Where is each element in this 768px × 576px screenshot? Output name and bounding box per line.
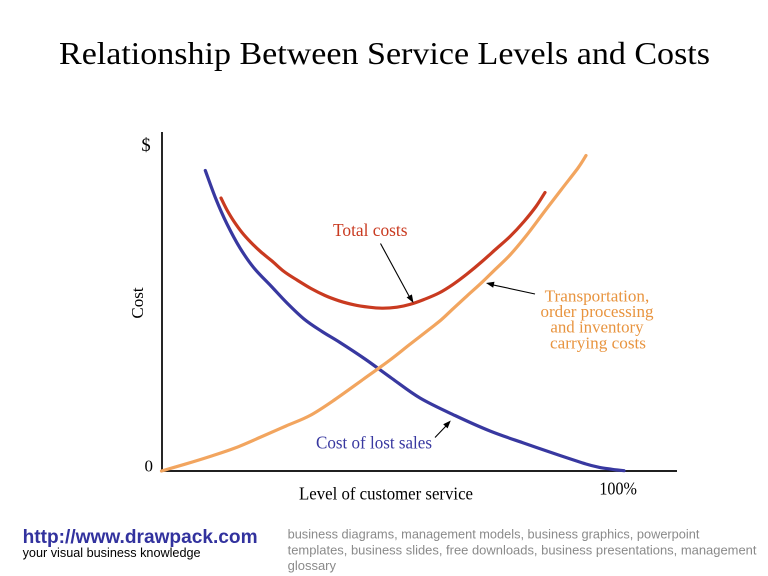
svg-text:your visual business knowledge: your visual business knowledge — [23, 545, 201, 560]
svg-text:Total costs: Total costs — [333, 220, 408, 240]
svg-text:0: 0 — [145, 457, 154, 476]
svg-text:order processing: order processing — [541, 302, 654, 321]
svg-text:$: $ — [141, 136, 150, 156]
svg-text:business diagrams, management: business diagrams, management models, bu… — [288, 526, 700, 541]
svg-text:Relationship Between Service L: Relationship Between Service Levels and … — [59, 35, 710, 71]
svg-text:glossary: glossary — [288, 558, 337, 573]
svg-text:carrying costs: carrying costs — [550, 333, 646, 352]
svg-text:Cost of lost sales: Cost of lost sales — [316, 433, 432, 453]
svg-text:100%: 100% — [599, 479, 637, 499]
svg-text:templates, business slides, fr: templates, business slides, free downloa… — [288, 542, 757, 557]
svg-text:and inventory: and inventory — [550, 318, 644, 337]
svg-text:Transportation,: Transportation, — [545, 286, 650, 305]
svg-text:Level of customer service: Level of customer service — [299, 484, 473, 504]
svg-text:Cost: Cost — [128, 287, 147, 318]
svg-text:http://www.drawpack.com: http://www.drawpack.com — [23, 526, 258, 548]
